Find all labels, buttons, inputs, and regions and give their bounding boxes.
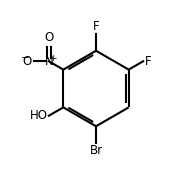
Text: HO: HO <box>30 109 48 122</box>
Text: O: O <box>22 55 31 68</box>
Text: F: F <box>145 55 151 68</box>
Text: Br: Br <box>89 144 103 157</box>
Text: O: O <box>44 31 54 44</box>
Text: −: − <box>20 53 29 63</box>
Text: F: F <box>93 20 99 33</box>
Text: N: N <box>45 55 53 68</box>
Text: +: + <box>49 54 56 63</box>
